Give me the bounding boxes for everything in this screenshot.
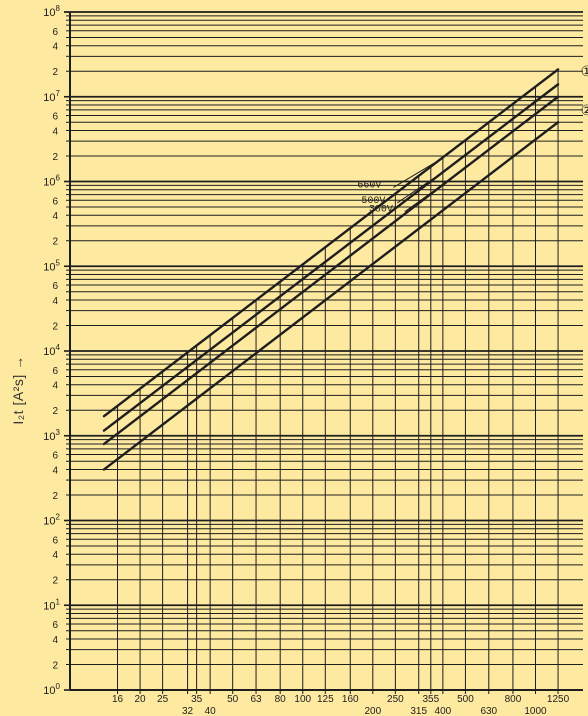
y-axis-title: I₂t [A²s] →: [4, 330, 32, 450]
y-minor-label: 4: [52, 211, 58, 222]
x-tick-label: 400: [435, 706, 452, 716]
y-decade-label: 102: [43, 513, 60, 528]
y-decade-label: 104: [43, 343, 60, 358]
x-tick-label: 32: [182, 706, 194, 716]
y-minor-label: 4: [52, 465, 58, 476]
y-minor-label: 2: [52, 152, 58, 163]
grid-minor-y: [66, 15, 583, 665]
y-minor-label: 6: [52, 281, 58, 292]
y-minor-label: 4: [52, 126, 58, 137]
x-tick-label: 50: [227, 694, 239, 705]
y-minor-label: 2: [52, 660, 58, 671]
y-minor-label: 6: [52, 451, 58, 462]
series-line-500V: [102, 83, 560, 432]
y-minor-label: 4: [52, 550, 58, 561]
x-tick-label: 20: [135, 694, 147, 705]
series-line-660V: [102, 68, 560, 418]
y-minor-label: 4: [52, 635, 58, 646]
curve-number-label: ①: [580, 64, 588, 80]
voltage-label: 380V: [369, 205, 393, 216]
y-minor-label: 2: [52, 237, 58, 248]
grid-major-y: [64, 11, 583, 691]
y-minor-label: 2: [52, 321, 58, 332]
leader-line: [393, 159, 440, 188]
voltage-label: 500V: [361, 196, 385, 207]
y-decade-label: 105: [43, 258, 60, 273]
y-decade-label: 103: [43, 428, 60, 443]
x-tick-label: 35: [191, 694, 203, 705]
plot-frame: [69, 12, 583, 691]
x-tick-label: 100: [294, 694, 311, 705]
series-line-380V: [102, 95, 560, 446]
series-lines: [102, 68, 560, 471]
x-tick-label: 16: [112, 694, 124, 705]
series-line-lower: [102, 121, 560, 471]
y-minor-label: 6: [52, 112, 58, 123]
x-tick-label: 315: [410, 706, 427, 716]
leader-line: [397, 171, 444, 204]
x-tick-label: 160: [342, 694, 359, 705]
x-tick-label: 125: [317, 694, 334, 705]
y-minor-label: 2: [52, 491, 58, 502]
leader-line: [404, 178, 452, 213]
voltage-label: 660V: [357, 180, 381, 191]
y-minor-label: 2: [52, 576, 58, 587]
y-decade-label: 106: [43, 174, 60, 189]
x-tick-label: 800: [505, 694, 522, 705]
y-minor-label: 4: [52, 42, 58, 53]
y-minor-label: 6: [52, 196, 58, 207]
x-tick-label: 200: [364, 706, 381, 716]
x-tick-label: 63: [250, 694, 262, 705]
curve-number-label: ②: [580, 103, 588, 119]
y-minor-label: 6: [52, 620, 58, 631]
x-tick-label: 1250: [547, 694, 570, 705]
y-minor-label: 6: [52, 535, 58, 546]
y-decade-label: 108: [43, 4, 60, 19]
y-axis-title-text: I₂t [A²s] →: [10, 355, 26, 425]
x-tick-label: 630: [480, 706, 497, 716]
x-tick-label: 1000: [524, 706, 547, 716]
y-minor-label: 6: [52, 366, 58, 377]
x-tick-label: 500: [457, 694, 474, 705]
y-minor-label: 6: [52, 27, 58, 38]
y-minor-label: 2: [52, 406, 58, 417]
y-minor-label: 4: [52, 381, 58, 392]
x-tick-label: 80: [275, 694, 287, 705]
x-tick-label: 40: [205, 706, 217, 716]
y-minor-label: 2: [52, 67, 58, 78]
y-decade-label: 100: [43, 682, 60, 697]
y-axis-labels: 100 101 102 103 104 105 106 107 108 2 4 6 2 4 6 2 4 6 2 4 6 2…: [43, 4, 60, 697]
x-tick-label: 250: [387, 694, 404, 705]
y-decade-label: 101: [43, 597, 60, 612]
y-decade-label: 107: [43, 89, 60, 104]
x-tick-label: 25: [157, 694, 169, 705]
x-axis-labels: 16 20 25 35 50 63 80 100 125 160 250 355 500 800 1250 3…: [112, 694, 570, 716]
y-minor-label: 4: [52, 296, 58, 307]
x-tick-label: 355: [422, 694, 439, 705]
